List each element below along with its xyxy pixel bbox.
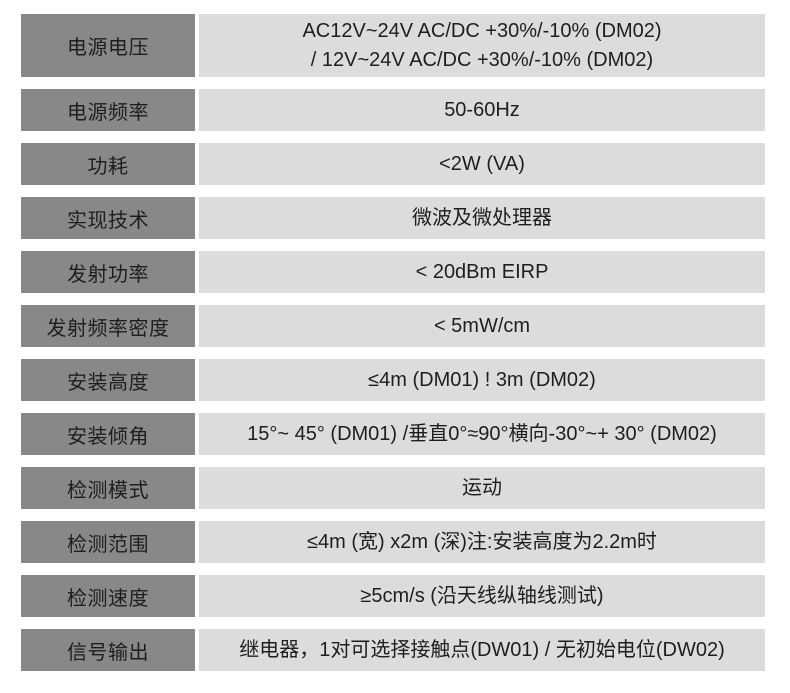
spec-value-cell: <2W (VA): [199, 143, 765, 185]
spec-row: 安装倾角 15°~ 45° (DM01) /垂直0°≈90°横向-30°~+ 3…: [21, 413, 765, 455]
spec-value-cell: < 5mW/cm: [199, 305, 765, 347]
spec-label-cell: 检测模式: [21, 467, 195, 509]
spec-label-cell: 功耗: [21, 143, 195, 185]
spec-value-cell: 50-60Hz: [199, 89, 765, 131]
spec-value-cell: ≤4m (DM01) ! 3m (DM02): [199, 359, 765, 401]
spec-label-cell: 电源电压: [21, 14, 195, 77]
spec-value-cell: 15°~ 45° (DM01) /垂直0°≈90°横向-30°~+ 30° (D…: [199, 413, 765, 455]
spec-row: 发射功率 < 20dBm EIRP: [21, 251, 765, 293]
spec-label-cell: 检测范围: [21, 521, 195, 563]
spec-label-cell: 信号输出: [21, 629, 195, 671]
spec-value-cell: 微波及微处理器: [199, 197, 765, 239]
spec-row: 功耗 <2W (VA): [21, 143, 765, 185]
spec-value-cell: 继电器，1对可选择接触点(DW01) / 无初始电位(DW02): [199, 629, 765, 671]
spec-label-cell: 发射频率密度: [21, 305, 195, 347]
spec-row: 电源电压 AC12V~24V AC/DC +30%/-10% (DM02) / …: [21, 14, 765, 77]
spec-value-cell: AC12V~24V AC/DC +30%/-10% (DM02) / 12V~2…: [199, 14, 765, 77]
spec-row: 信号输出 继电器，1对可选择接触点(DW01) / 无初始电位(DW02): [21, 629, 765, 671]
spec-row: 实现技术 微波及微处理器: [21, 197, 765, 239]
spec-row: 检测范围 ≤4m (宽) x2m (深)注:安装高度为2.2m时: [21, 521, 765, 563]
spec-value-cell: < 20dBm EIRP: [199, 251, 765, 293]
spec-row: 检测速度 ≥5cm/s (沿天线纵轴线测试): [21, 575, 765, 617]
spec-row: 发射频率密度 < 5mW/cm: [21, 305, 765, 347]
spec-table: 电源电压 AC12V~24V AC/DC +30%/-10% (DM02) / …: [21, 14, 765, 671]
spec-label-cell: 安装高度: [21, 359, 195, 401]
spec-value-cell: ≤4m (宽) x2m (深)注:安装高度为2.2m时: [199, 521, 765, 563]
spec-label-cell: 安装倾角: [21, 413, 195, 455]
spec-row: 检测模式 运动: [21, 467, 765, 509]
spec-label-cell: 实现技术: [21, 197, 195, 239]
spec-value-cell: 运动: [199, 467, 765, 509]
spec-label-cell: 发射功率: [21, 251, 195, 293]
spec-row: 电源频率 50-60Hz: [21, 89, 765, 131]
spec-label-cell: 检测速度: [21, 575, 195, 617]
spec-label-cell: 电源频率: [21, 89, 195, 131]
spec-value-cell: ≥5cm/s (沿天线纵轴线测试): [199, 575, 765, 617]
spec-row: 安装高度 ≤4m (DM01) ! 3m (DM02): [21, 359, 765, 401]
